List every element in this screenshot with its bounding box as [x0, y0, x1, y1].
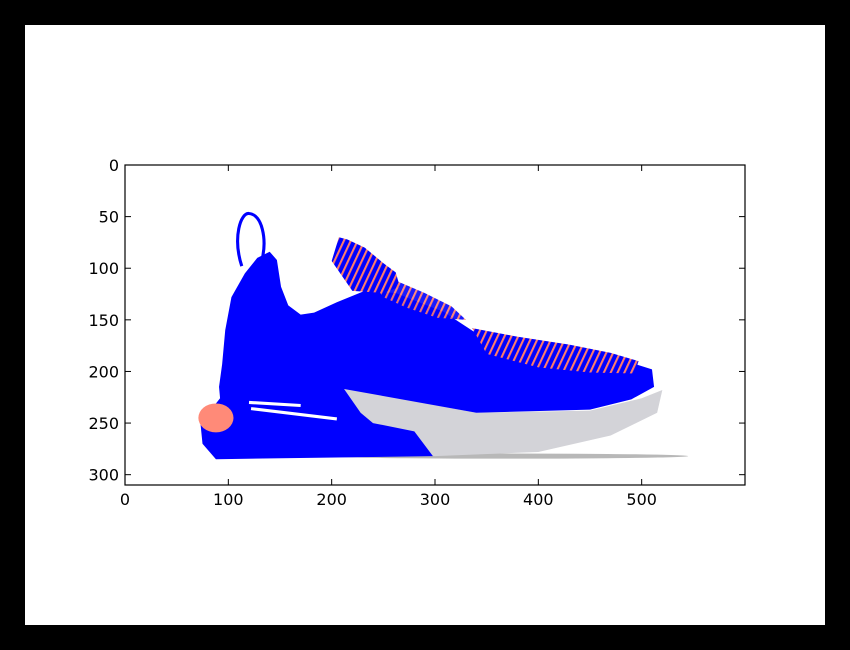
x-tick-label: 300 [420, 490, 451, 509]
y-tick-label: 300 [88, 466, 119, 485]
x-tick-label: 400 [523, 490, 554, 509]
y-tick-label: 250 [88, 414, 119, 433]
x-tick-label: 500 [626, 490, 657, 509]
lace-knit-accent [373, 280, 466, 320]
heel-stripes [248, 400, 338, 421]
y-tick-label: 50 [99, 208, 119, 227]
y-tick-label: 150 [88, 311, 119, 330]
x-tick-label: 200 [316, 490, 347, 509]
y-tick-label: 0 [109, 156, 119, 175]
x-tick-label: 0 [120, 490, 130, 509]
toe-knit-accent [472, 328, 639, 374]
heel-pull-loop [236, 211, 266, 267]
image-content [198, 211, 689, 460]
y-tick-label: 200 [88, 362, 119, 381]
sneaker-upper [200, 251, 655, 460]
y-tick-label: 100 [88, 259, 119, 278]
sneaker-tongue [331, 237, 400, 293]
x-axis-ticks: 0 100 200 300 400 500 [120, 165, 657, 509]
x-tick-label: 100 [213, 490, 244, 509]
figure-canvas: 0 100 200 300 400 500 0 50 100 150 200 250 300 [25, 25, 825, 625]
heel-air-unit [198, 403, 234, 433]
plot-area-svg: 0 100 200 300 400 500 0 50 100 150 200 250 300 [88, 156, 746, 509]
y-axis-ticks: 0 50 100 150 200 250 300 [88, 156, 745, 485]
